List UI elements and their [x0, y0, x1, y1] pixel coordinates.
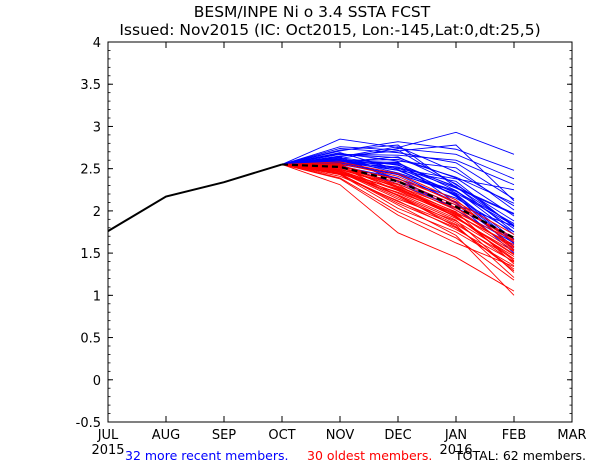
oldest-member-line-15	[281, 164, 515, 262]
oldest-members-group	[281, 161, 515, 296]
recent-member-line-10	[281, 161, 515, 254]
x-tick-label: SEP	[212, 428, 236, 443]
oldest-member-line-24	[281, 163, 515, 251]
legend-recent-members: 32 more recent members.	[125, 448, 288, 463]
observed-line	[107, 163, 283, 233]
x-year-label: 2016	[439, 443, 472, 458]
x-tick-label: MAR	[557, 428, 586, 443]
ensemble-mean-line	[281, 163, 515, 239]
oldest-member-line-23	[281, 163, 515, 249]
y-tick-label: 0.5	[80, 332, 101, 347]
x-tick-label: NOV	[326, 428, 355, 443]
chart-subtitle: Issued: Nov2015 (IC: Oct2015, Lon:-145,L…	[119, 21, 540, 39]
oldest-member-line-5	[281, 164, 515, 268]
oldest-member-line-25	[281, 164, 515, 281]
y-tick-label: 1.5	[80, 247, 101, 262]
x-tick-label: DEC	[384, 428, 411, 443]
recent-member-line-16	[281, 153, 515, 217]
oldest-member-line-3	[281, 164, 515, 292]
x-tick-label: FEB	[502, 428, 527, 443]
recent-member-line-25	[281, 158, 515, 226]
recent-member-line-9	[281, 147, 515, 200]
recent-member-line-28	[281, 162, 515, 226]
recent-member-line-6	[281, 131, 515, 165]
y-tick-label: 2	[93, 205, 101, 220]
y-tick-label: -0.5	[76, 416, 101, 431]
recent-member-line-12	[281, 144, 515, 202]
main-lines-group	[107, 163, 515, 239]
x-tick-label: JUL	[97, 428, 119, 443]
y-tick-label: 2.5	[80, 163, 101, 178]
oldest-member-line-20	[281, 163, 515, 257]
recent-member-line-19	[281, 153, 515, 211]
y-tick-label: 0	[93, 374, 101, 389]
x-tick-label: AUG	[152, 428, 180, 443]
oldest-member-line-17	[281, 163, 515, 273]
recent-member-line-18	[281, 157, 515, 233]
recent-member-line-3	[281, 141, 515, 171]
x-year-label: 2015	[91, 443, 124, 458]
oldest-member-line-29	[281, 164, 515, 270]
oldest-member-line-22	[281, 164, 515, 267]
y-tick-label: 3	[93, 120, 101, 135]
recent-member-line-13	[281, 146, 515, 222]
chart-title: BESM/INPE Ni o 3.4 SSTA FCST	[194, 3, 431, 21]
oldest-member-line-27	[281, 163, 515, 262]
oldest-member-line-18	[281, 163, 515, 246]
y-tick-label: 3.5	[80, 78, 101, 93]
oldest-member-line-13	[281, 163, 515, 263]
recent-member-line-30	[281, 144, 515, 214]
y-axis: 4 3.5 3 2.5 2 1.5 1 0.5 0 -0.5	[76, 36, 572, 431]
recent-member-line-26	[281, 152, 515, 251]
x-tick-label: JAN	[444, 428, 467, 443]
oldest-member-line-26	[282, 163, 515, 241]
legend-oldest-members: 30 oldest members.	[307, 448, 432, 463]
oldest-member-line-30	[281, 161, 515, 248]
y-tick-label: 1	[93, 289, 101, 304]
recent-member-line-22	[281, 159, 515, 235]
legend-total-members: TOTAL: 62 members.	[454, 448, 586, 463]
x-tick-label: OCT	[268, 428, 295, 443]
oldest-member-line-28	[281, 163, 515, 255]
y-tick-label: 4	[93, 36, 101, 51]
x-axis: JUL AUG SEP OCT NOV DEC JAN FEB MAR 2015 2016	[91, 42, 587, 458]
